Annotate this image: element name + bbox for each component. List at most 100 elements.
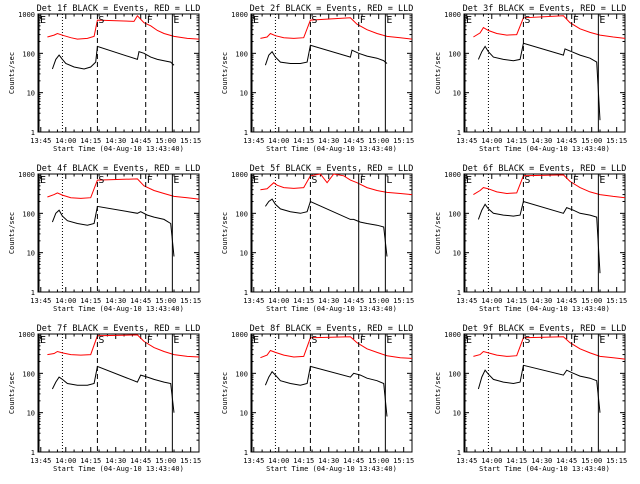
- x-tick-label: 14:15: [506, 137, 527, 145]
- panel-title: Det 9f BLACK = Events, RED = LLD: [463, 324, 627, 334]
- x-tick-label: 14:00: [481, 137, 502, 145]
- panel-title: Det 6f BLACK = Events, RED = LLD: [463, 164, 627, 174]
- panel-title: Det 7f BLACK = Events, RED = LLD: [37, 324, 201, 334]
- event-marker-label: E: [466, 175, 472, 186]
- x-tick-label: 13:45: [30, 137, 51, 145]
- event-marker-label: S: [311, 335, 317, 346]
- y-tick-label: 100: [235, 210, 248, 218]
- x-tick-label: 14:45: [343, 297, 364, 305]
- y-tick-label: 1000: [231, 171, 248, 179]
- event-marker-label: E: [173, 335, 179, 346]
- x-tick-label: 14:15: [293, 297, 314, 305]
- event-marker-label: E: [173, 15, 179, 26]
- x-tick-label: 14:15: [506, 297, 527, 305]
- panel-title: Det 4f BLACK = Events, RED = LLD: [37, 164, 201, 174]
- y-tick-label: 1000: [18, 171, 35, 179]
- x-tick-label: 15:15: [180, 137, 201, 145]
- x-tick-label: 15:00: [155, 137, 176, 145]
- detector-panel-2: Det 2f BLACK = Events, RED = LLD11010010…: [221, 4, 414, 153]
- x-tick-label: 14:30: [105, 137, 126, 145]
- plot-frame: [464, 334, 625, 452]
- event-marker-label: S: [98, 15, 104, 26]
- x-tick-label: 14:30: [531, 457, 552, 465]
- panel-title: Det 2f BLACK = Events, RED = LLD: [250, 4, 414, 14]
- panel-title: Det 3f BLACK = Events, RED = LLD: [463, 4, 627, 14]
- detector-lightcurve-grid: Det 1f BLACK = Events, RED = LLD 1 10 100 10…: [0, 0, 640, 480]
- event-rate-line: [265, 45, 387, 65]
- detector-panel-1: Det 1f BLACK = Events, RED = LLD 1 10 100 10…: [8, 4, 201, 153]
- y-tick-label: 100: [22, 50, 35, 58]
- plot-frame: [38, 334, 199, 452]
- event-marker-label: E: [253, 15, 259, 26]
- x-tick-label: 15:00: [581, 297, 602, 305]
- plot-frame: [251, 174, 412, 292]
- y-tick-label: 1: [31, 289, 35, 297]
- y-tick-label: 10: [27, 250, 35, 258]
- x-tick-label: 14:15: [80, 457, 101, 465]
- y-axis-label: Counts/sec: [434, 372, 442, 414]
- y-tick-label: 100: [22, 370, 35, 378]
- event-marker-label: S: [524, 15, 530, 26]
- x-tick-label: 15:00: [581, 457, 602, 465]
- x-tick-label: 14:45: [343, 137, 364, 145]
- event-marker-label: E: [386, 335, 392, 346]
- plot-frame: [251, 14, 412, 132]
- x-tick-label: 14:00: [481, 457, 502, 465]
- y-tick-label: 100: [448, 210, 461, 218]
- event-rate-line: [478, 43, 600, 120]
- detector-panel-3: Det 3f BLACK = Events, RED = LLD 1 10 100 10…: [434, 4, 627, 153]
- x-tick-label: 15:15: [393, 297, 414, 305]
- x-tick-label: 14:45: [343, 457, 364, 465]
- event-marker-label: S: [98, 175, 104, 186]
- y-tick-label: 10: [453, 250, 461, 258]
- event-marker-label: L: [386, 175, 392, 186]
- x-axis-label: Start Time (04-Aug-10 13:43:40): [53, 145, 184, 153]
- x-tick-label: 15:00: [581, 137, 602, 145]
- y-axis-label: Counts/sec: [8, 212, 16, 254]
- x-tick-label: 14:30: [105, 457, 126, 465]
- event-marker-label: F: [360, 15, 366, 26]
- x-tick-label: 15:00: [368, 137, 389, 145]
- x-axis-label: Start Time (04-Aug-10 13:43:40): [266, 465, 397, 473]
- x-tick-label: 14:45: [556, 137, 577, 145]
- lightcurve-panels: Det 1f BLACK = Events, RED = LLD11010010…: [0, 0, 640, 480]
- x-tick-label: 14:45: [556, 457, 577, 465]
- x-tick-label: 14:30: [105, 297, 126, 305]
- y-tick-label: 1: [457, 129, 461, 137]
- event-marker-label: E: [599, 335, 605, 346]
- event-marker-label: S: [524, 335, 530, 346]
- y-tick-label: 1: [244, 289, 248, 297]
- detector-panel-8: Det 8f BLACK = Events, RED = LLD 1 10 100 10…: [221, 324, 414, 473]
- detector-panel-7: Det 7f BLACK = Events, RED = LLD 1 10 100 10…: [8, 324, 201, 473]
- event-marker-label: E: [466, 335, 472, 346]
- y-tick-label: 1: [457, 449, 461, 457]
- y-axis-label: Counts/sec: [8, 52, 16, 94]
- event-rate-line: [265, 199, 387, 256]
- event-marker-label: F: [147, 175, 153, 186]
- event-marker-label: E: [253, 335, 259, 346]
- x-tick-label: 13:45: [30, 297, 51, 305]
- event-marker-label: F: [360, 175, 366, 186]
- y-tick-label: 10: [27, 410, 35, 418]
- plot-frame: [38, 14, 199, 132]
- y-tick-label: 1000: [231, 11, 248, 19]
- y-axis-label: Counts/sec: [221, 212, 229, 254]
- x-tick-label: 14:45: [556, 297, 577, 305]
- detector-panel-9: Det 9f BLACK = Events, RED = LLD11010010…: [434, 324, 627, 473]
- x-tick-label: 14:00: [268, 137, 289, 145]
- plot-frame: [251, 334, 412, 452]
- plot-frame: [464, 174, 625, 292]
- event-marker-label: E: [253, 175, 259, 186]
- y-tick-label: 10: [453, 410, 461, 418]
- x-tick-label: 13:45: [456, 137, 477, 145]
- y-tick-label: 1000: [18, 11, 35, 19]
- panel-title: Det 8f BLACK = Events, RED = LLD: [250, 324, 414, 334]
- x-axis-label: Start Time (04-Aug-10 13:43:40): [266, 145, 397, 153]
- event-marker-label: E: [40, 175, 46, 186]
- y-tick-label: 1000: [18, 331, 35, 339]
- event-marker-label: E: [386, 15, 392, 26]
- y-axis-label: Counts/sec: [434, 212, 442, 254]
- event-marker-label: S: [311, 175, 317, 186]
- panel-title: Det 5f BLACK = Events, RED = LLD: [250, 164, 414, 174]
- plot-frame: [464, 14, 625, 132]
